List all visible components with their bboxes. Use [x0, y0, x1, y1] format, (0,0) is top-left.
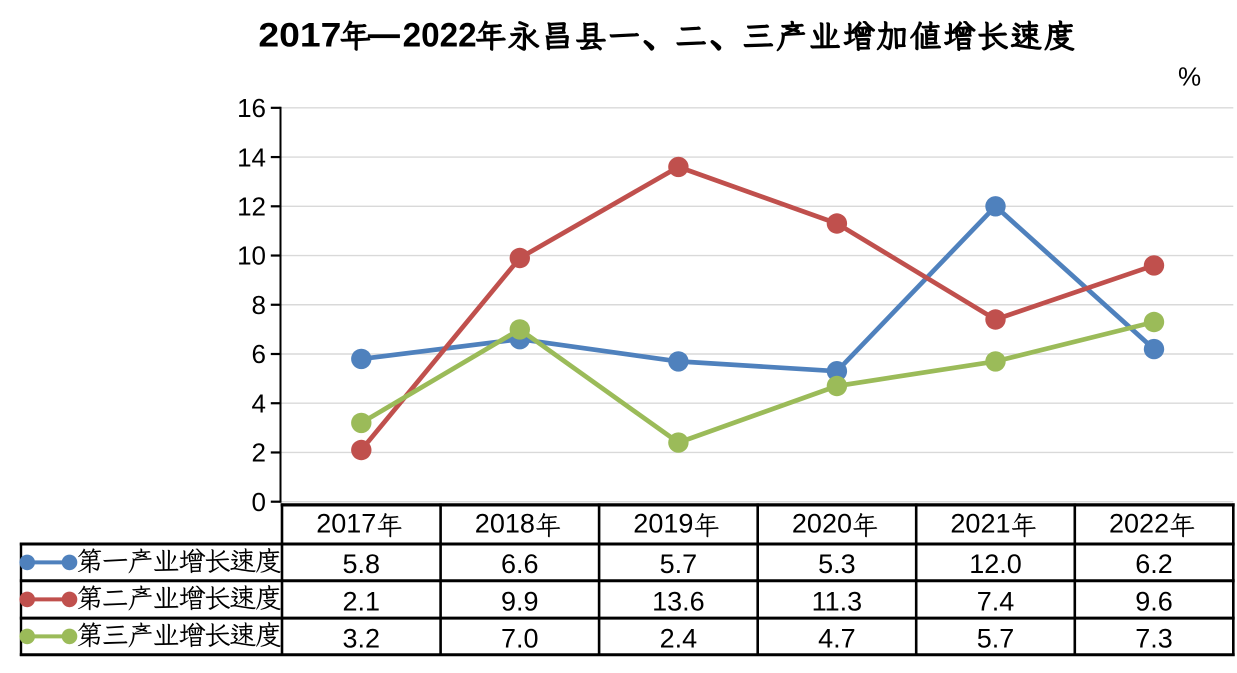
- svg-text:10: 10: [237, 241, 266, 271]
- svg-text:12: 12: [237, 192, 266, 222]
- svg-text:8: 8: [252, 290, 266, 320]
- svg-text:2021: 2021: [950, 508, 1010, 538]
- svg-text:14: 14: [237, 142, 266, 172]
- svg-text:5.3: 5.3: [818, 549, 856, 579]
- svg-text:5.7: 5.7: [977, 623, 1015, 653]
- svg-text:7.0: 7.0: [501, 623, 539, 653]
- svg-text:2: 2: [252, 438, 266, 468]
- svg-text:2018: 2018: [475, 508, 535, 538]
- svg-text:6.2: 6.2: [1135, 549, 1173, 579]
- svg-text:9.9: 9.9: [501, 586, 539, 616]
- svg-text:2017: 2017: [316, 508, 376, 538]
- svg-text:2.1: 2.1: [343, 586, 381, 616]
- svg-text:2022: 2022: [403, 17, 477, 55]
- svg-text:7.4: 7.4: [977, 586, 1015, 616]
- svg-text:11.3: 11.3: [812, 586, 863, 616]
- svg-text:2022: 2022: [1109, 508, 1169, 538]
- svg-text:6.6: 6.6: [501, 549, 539, 579]
- svg-text:6: 6: [252, 339, 266, 369]
- svg-text:2020: 2020: [792, 508, 852, 538]
- svg-text:4.7: 4.7: [818, 623, 856, 653]
- svg-text:4: 4: [252, 388, 266, 418]
- svg-text:16: 16: [237, 93, 266, 123]
- svg-text:%: %: [1178, 62, 1201, 92]
- svg-text:5.8: 5.8: [343, 549, 381, 579]
- svg-text:7.3: 7.3: [1135, 623, 1173, 653]
- svg-text:2019: 2019: [633, 508, 693, 538]
- svg-text:3.2: 3.2: [343, 623, 381, 653]
- svg-text:5.7: 5.7: [660, 549, 698, 579]
- svg-text:13.6: 13.6: [652, 586, 705, 616]
- svg-text:12.0: 12.0: [969, 549, 1022, 579]
- svg-text:2017: 2017: [258, 17, 341, 55]
- svg-text:9.6: 9.6: [1135, 586, 1173, 616]
- svg-text:0: 0: [252, 487, 266, 517]
- svg-text:2.4: 2.4: [660, 623, 698, 653]
